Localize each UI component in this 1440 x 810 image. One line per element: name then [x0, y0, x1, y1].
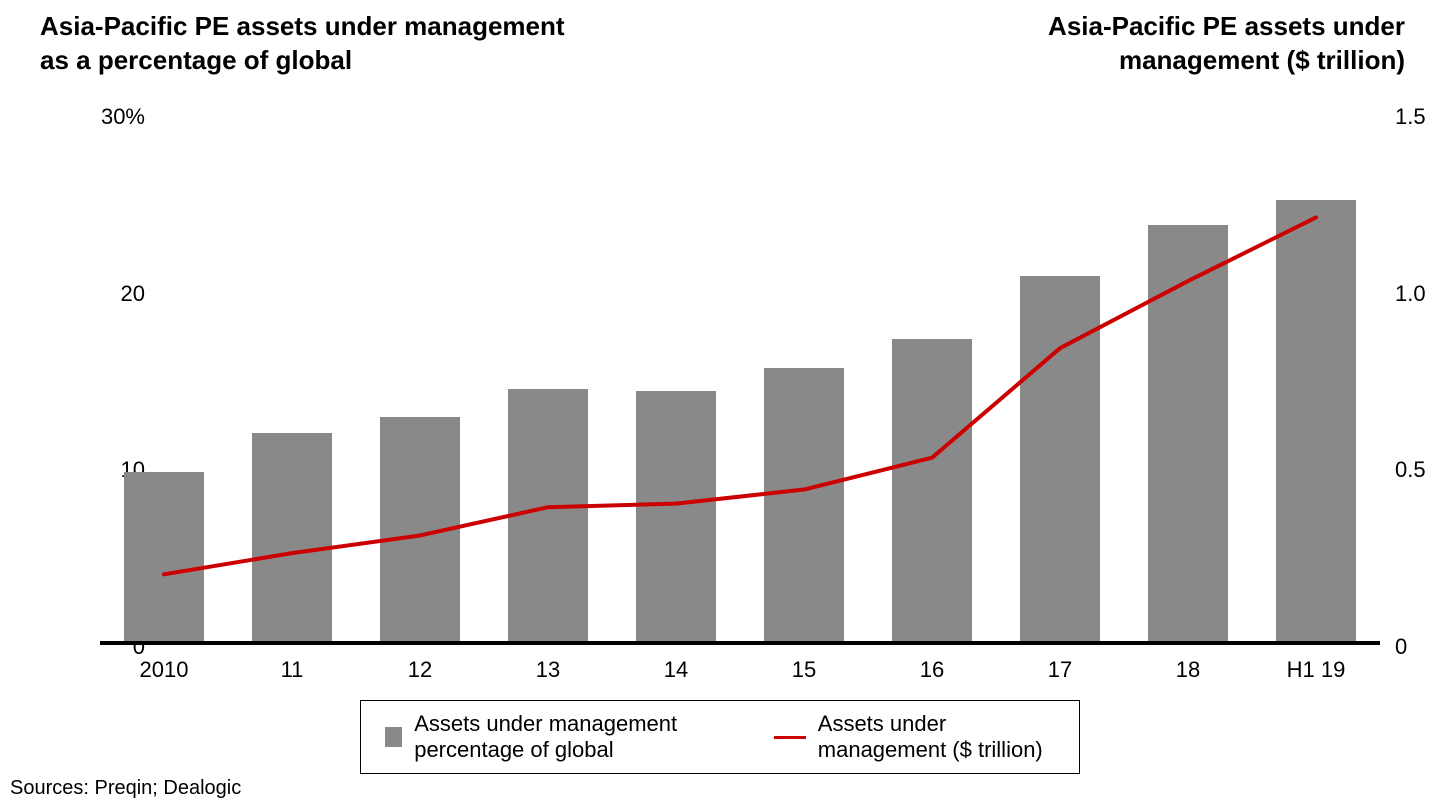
x-tick: 12	[370, 657, 470, 683]
x-tick: H1 19	[1266, 657, 1366, 683]
title-left-line1: Asia-Pacific PE assets under management	[40, 10, 565, 44]
x-tick: 2010	[114, 657, 214, 683]
x-tick: 11	[242, 657, 342, 683]
legend-item-line: Assets under management ($ trillion)	[774, 711, 1055, 763]
chart-title-right: Asia-Pacific PE assets under management …	[1048, 10, 1405, 78]
legend-line-label: Assets under management ($ trillion)	[818, 711, 1055, 763]
chart-container: Asia-Pacific PE assets under management …	[0, 0, 1440, 810]
y-right-tick: 0.5	[1395, 457, 1426, 483]
y-right-tick: 1.5	[1395, 104, 1426, 130]
legend-line-swatch	[774, 736, 806, 739]
title-right-line1: Asia-Pacific PE assets under	[1048, 10, 1405, 44]
x-tick: 16	[882, 657, 982, 683]
legend-item-bars: Assets under management percentage of gl…	[385, 711, 724, 763]
legend-bar-label: Assets under management percentage of gl…	[414, 711, 724, 763]
x-tick: 17	[1010, 657, 1110, 683]
y-right-tick: 0	[1395, 634, 1407, 660]
x-axis-baseline	[100, 641, 1380, 645]
x-tick: 15	[754, 657, 854, 683]
x-tick: 18	[1138, 657, 1238, 683]
x-tick: 14	[626, 657, 726, 683]
title-right-line2: management ($ trillion)	[1048, 44, 1405, 78]
plot-area	[100, 115, 1380, 645]
legend-bar-swatch	[385, 727, 402, 747]
legend: Assets under management percentage of gl…	[360, 700, 1080, 774]
plot	[100, 115, 1380, 645]
x-tick: 13	[498, 657, 598, 683]
title-left-line2: as a percentage of global	[40, 44, 565, 78]
sources-text: Sources: Preqin; Dealogic	[10, 777, 241, 800]
line-series	[100, 115, 1380, 645]
y-right-tick: 1.0	[1395, 281, 1426, 307]
chart-title-left: Asia-Pacific PE assets under management …	[40, 10, 565, 78]
line-polyline	[164, 217, 1316, 574]
